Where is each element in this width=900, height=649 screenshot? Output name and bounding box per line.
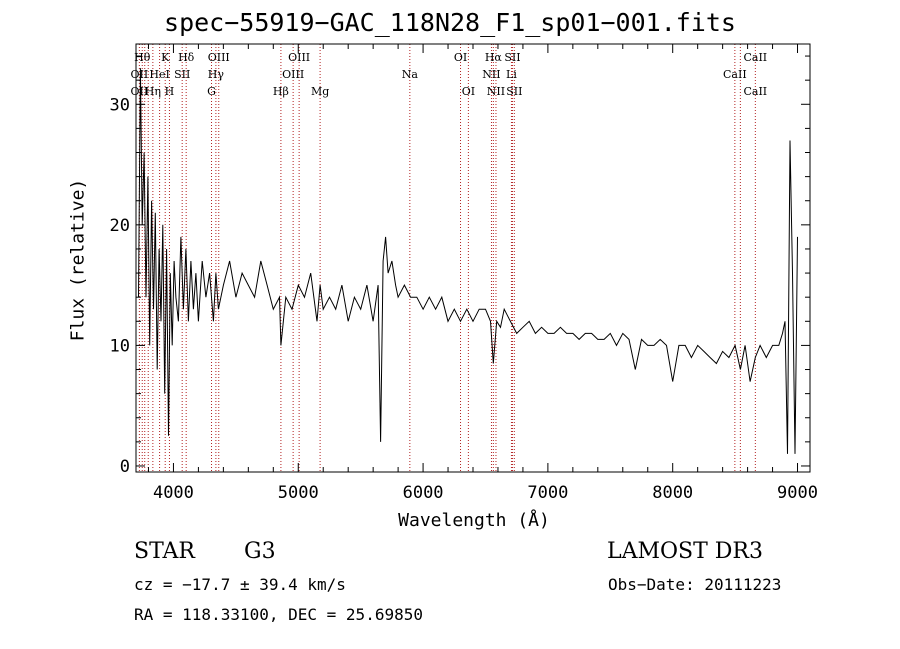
line-label: K — [161, 51, 170, 64]
axis-ticks: 4000 5000 6000 7000 8000 9000 0 10 20 30 — [110, 44, 818, 503]
line-label: Hη — [145, 85, 161, 98]
line-label: SII — [504, 51, 520, 64]
line-label: Hβ — [273, 85, 289, 98]
line-label: NII — [482, 68, 500, 81]
survey-name: LAMOST DR3 — [607, 539, 763, 564]
line-label: OIII — [208, 51, 230, 64]
line-label: OIII — [288, 51, 310, 64]
flux-line — [138, 68, 798, 454]
line-label: OI — [462, 85, 475, 98]
line-label: CaII — [743, 85, 767, 98]
line-label: Hα — [485, 51, 503, 64]
x-tick-label: 7000 — [527, 483, 568, 503]
line-label: Mg — [311, 85, 329, 98]
y-tick-label: 0 — [120, 457, 130, 477]
line-label: HeI — [149, 68, 169, 81]
spectrum-series — [138, 68, 798, 454]
line-label: G — [207, 85, 216, 98]
x-tick-label: 8000 — [652, 483, 693, 503]
line-label: Hγ — [208, 68, 225, 81]
y-tick-label: 30 — [110, 95, 130, 115]
x-axis-label: Wavelength (Å) — [398, 510, 550, 531]
line-markers — [138, 44, 756, 472]
y-axis-label: Flux (relative) — [67, 178, 89, 342]
line-label: SII — [506, 85, 522, 98]
line-label: OI — [454, 51, 467, 64]
line-label: Li — [506, 68, 517, 81]
line-label: Hθ — [134, 51, 151, 64]
observation-date: Obs−Date: 20111223 — [608, 575, 782, 594]
chart-title: spec−55919−GAC_118N28_F1_sp01−001.fits — [164, 8, 736, 37]
line-label: OIII — [282, 68, 304, 81]
object-subclass: G3 — [244, 539, 276, 564]
line-label: OII — [131, 68, 149, 81]
line-label: SII — [174, 68, 190, 81]
y-tick-label: 10 — [110, 336, 130, 356]
object-class: STAR — [134, 539, 195, 564]
x-tick-label: 4000 — [153, 483, 194, 503]
line-label: CaII — [743, 51, 767, 64]
line-label: Na — [402, 68, 419, 81]
line-label: Hδ — [178, 51, 195, 64]
coordinates-line: RA = 118.33100, DEC = 25.69850 — [134, 605, 423, 624]
line-label: CaII — [723, 68, 747, 81]
x-tick-label: 5000 — [278, 483, 319, 503]
plot-frame — [135, 43, 811, 473]
redshift-line: cz = −17.7 ± 39.4 km/s — [134, 575, 346, 594]
x-tick-label: 9000 — [777, 483, 818, 503]
plot-border — [135, 43, 811, 473]
y-tick-label: 20 — [110, 216, 130, 236]
line-label: OII — [131, 85, 149, 98]
line-label: H — [165, 85, 175, 98]
x-tick-label: 6000 — [403, 483, 444, 503]
line-label: NII — [487, 85, 505, 98]
